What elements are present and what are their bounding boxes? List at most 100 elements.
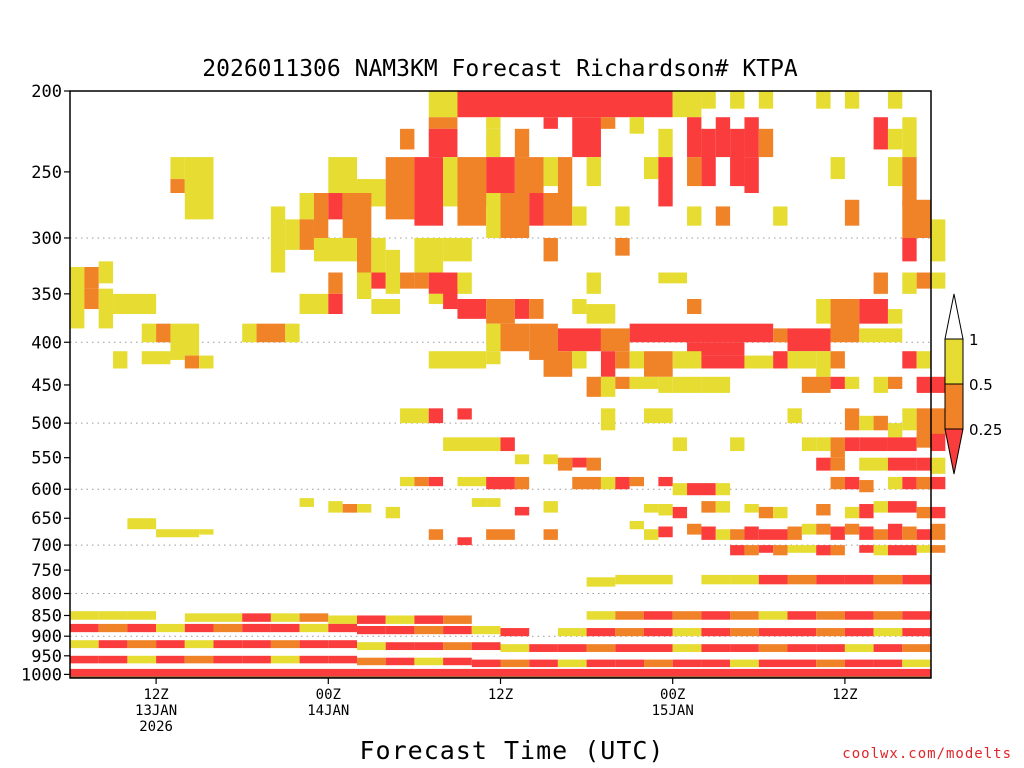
x-tick-label: 14JAN: [307, 703, 349, 719]
heatmap-cell: [830, 351, 845, 369]
heatmap-cell: [787, 328, 831, 352]
heatmap-cell: [816, 91, 831, 109]
heatmap-cell: [213, 613, 243, 622]
heatmap-cell: [902, 408, 917, 431]
heatmap-cell: [514, 454, 530, 465]
heatmap-cell: [70, 668, 931, 677]
heatmap-cell: [931, 219, 946, 262]
heatmap-cell: [213, 623, 243, 633]
heatmap-cell: [443, 437, 501, 452]
heatmap-cell: [170, 323, 200, 356]
heatmap-cell: [457, 157, 487, 194]
heatmap-cell: [385, 642, 415, 651]
heatmap-cell: [816, 351, 831, 377]
heatmap-cell: [629, 521, 644, 530]
heatmap-cell: [572, 117, 601, 158]
heatmap-cell: [615, 574, 644, 585]
heatmap-cell: [543, 237, 558, 262]
heatmap-cell: [199, 529, 214, 535]
y-tick-label: 650: [31, 509, 62, 529]
heatmap-cell: [400, 476, 415, 487]
heatmap-cell: [902, 199, 931, 238]
y-tick-label: 500: [31, 414, 62, 434]
heatmap-cell: [170, 351, 185, 360]
heatmap-cell: [184, 613, 214, 622]
heatmap-cell: [701, 355, 745, 369]
heatmap-cell: [687, 523, 702, 535]
heatmap-cell: [816, 644, 845, 652]
heatmap-cell: [428, 128, 458, 158]
heatmap-cell: [873, 415, 888, 431]
heatmap-cell: [844, 659, 874, 668]
heatmap-cell: [170, 179, 185, 194]
heatmap-cell: [299, 193, 314, 220]
heatmap-cell: [758, 659, 788, 668]
heatmap-cell: [357, 272, 372, 299]
heatmap-cell: [471, 659, 501, 668]
heatmap-cell: [658, 476, 673, 487]
heatmap-cell: [773, 206, 788, 226]
heatmap-cell: [715, 117, 731, 158]
heatmap-cell: [471, 625, 501, 635]
heatmap-cell: [500, 193, 530, 238]
heatmap-cell: [730, 611, 759, 620]
heatmap-cell: [644, 574, 673, 585]
heatmap-cell: [787, 545, 817, 553]
y-tick-label: 850: [31, 606, 62, 626]
heatmap-cell: [916, 457, 931, 471]
heatmap-cell: [299, 640, 329, 649]
heatmap-cell: [471, 498, 487, 507]
heatmap-cell: [572, 298, 587, 314]
heatmap-cell: [887, 523, 903, 540]
heatmap-cell: [758, 91, 774, 109]
heatmap-cell: [414, 625, 444, 635]
heatmap-cell: [887, 91, 903, 109]
heatmap-cell: [816, 659, 845, 668]
heatmap-cell: [859, 480, 874, 493]
y-tick-label: 900: [31, 627, 62, 647]
heatmap-cell: [887, 376, 903, 389]
heatmap-cell: [701, 526, 716, 540]
heatmap-cell: [270, 640, 300, 649]
heatmap-cell: [141, 351, 171, 365]
heatmap-cell: [486, 298, 515, 324]
heatmap-cell: [299, 655, 329, 664]
heatmap-cell: [514, 157, 544, 194]
heatmap-cell: [572, 206, 587, 226]
heatmap-cell: [887, 545, 917, 556]
heatmap-cell: [844, 523, 860, 535]
heatmap-cell: [730, 529, 745, 540]
heatmap-cell: [730, 91, 745, 109]
heatmap-cell: [529, 193, 544, 226]
heatmap-cell: [816, 437, 831, 452]
heatmap-cell: [730, 659, 759, 668]
heatmap-cell: [859, 328, 903, 343]
y-tick-label: 600: [31, 480, 62, 500]
y-tick-label: 700: [31, 536, 62, 556]
heatmap-cell: [758, 506, 774, 519]
site-credit: coolwx.com/modelts: [842, 746, 1012, 762]
heatmap-cell: [658, 128, 673, 158]
heatmap-cell: [285, 323, 300, 343]
heatmap-cell: [529, 644, 558, 652]
heatmap-cell: [916, 545, 931, 553]
heatmap-cell: [701, 574, 731, 585]
heatmap-cell: [299, 219, 314, 250]
heatmap-cell: [644, 504, 659, 513]
heatmap-cell: [84, 288, 99, 310]
heatmap-cell: [486, 529, 515, 540]
heatmap-cell: [629, 351, 644, 369]
y-tick-label: 400: [31, 333, 62, 353]
heatmap-cell: [70, 611, 99, 620]
y-tick-label: 1000: [21, 665, 62, 685]
heatmap-cell: [672, 628, 702, 637]
heatmap-cell: [715, 501, 731, 513]
heatmap-cell: [859, 457, 888, 471]
heatmap-cell: [902, 237, 917, 262]
heatmap-cell: [270, 206, 286, 273]
heatmap-cell: [844, 574, 874, 585]
heatmap-cell: [170, 157, 185, 180]
heatmap-cell: [773, 351, 788, 369]
